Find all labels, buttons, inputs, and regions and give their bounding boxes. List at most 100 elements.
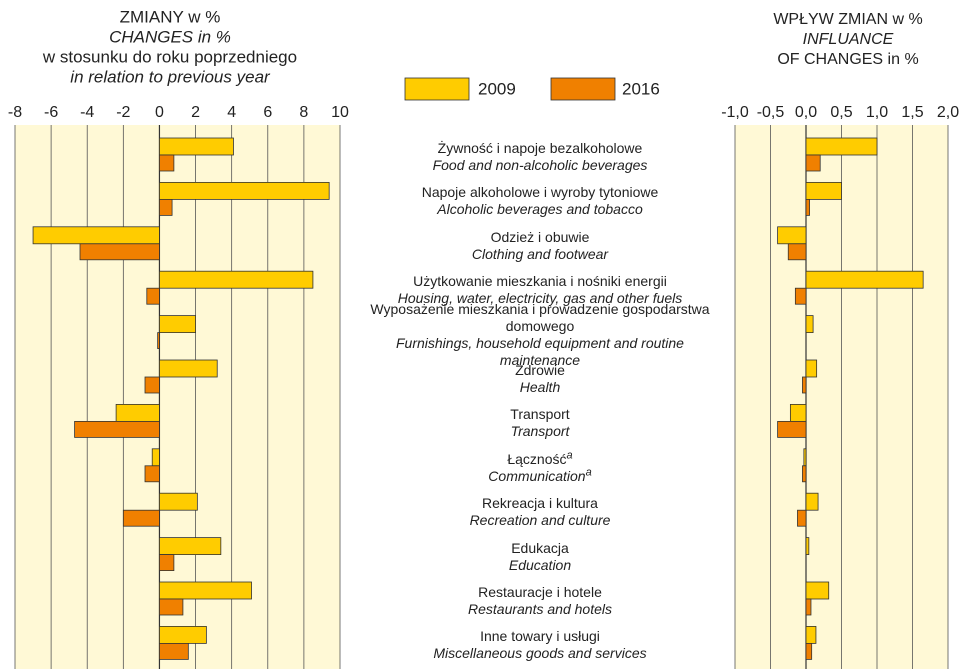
category-label: Wyposażenie mieszkania i prowadzenie gos… (355, 301, 725, 369)
category-pl-text: Transport (510, 406, 570, 423)
category-pl-text: Odzież i obuwie (490, 228, 590, 245)
bar (805, 359, 818, 378)
x-tick-label: 2,0 (937, 104, 959, 121)
category-en-text: Housing, water, electricity, gas and oth… (397, 290, 683, 307)
category-label: Zdrowie Health (355, 362, 725, 396)
bar (805, 643, 813, 660)
category-en-text: Miscellaneous goods and services (433, 645, 647, 662)
bar (805, 270, 924, 289)
category-label: Łącznośća Communicationa (355, 450, 725, 485)
category-en: Alcoholic beverages and tobacco (355, 201, 725, 218)
x-tick-label: 2 (191, 104, 200, 121)
category-en-text: Transport (510, 423, 570, 440)
x-tick-label: 6 (263, 104, 272, 121)
bar (789, 403, 807, 422)
category-en-text: Alcoholic beverages and tobacco (437, 201, 643, 218)
bar (159, 315, 196, 334)
category-label: Napoje alkoholowe i wyroby tytoniowe Alco… (355, 184, 725, 218)
x-tick-label: 10 (331, 104, 349, 121)
bar (805, 154, 821, 172)
category-pl: Edukacja (355, 540, 725, 557)
category-label: Edukacja Education (355, 540, 725, 574)
chart-title: w stosunku do roku poprzedniego (42, 47, 297, 66)
bar (144, 465, 160, 483)
bar (74, 420, 160, 438)
category-label: Restauracje i hotele Restaurants and hote… (355, 584, 725, 618)
category-en: Education (355, 557, 725, 574)
bar (159, 270, 314, 289)
bar (777, 420, 807, 438)
bar (32, 226, 160, 245)
bar (777, 226, 807, 245)
category-en-text: Food and non-alcoholic beverages (432, 157, 648, 173)
category-pl: Użytkowanie mieszkania i nośniki energii (355, 273, 725, 290)
x-tick-label: -0,5 (757, 104, 785, 121)
category-en: Communicationa (355, 466, 725, 485)
bar (159, 492, 198, 511)
category-en-text: Health (519, 379, 561, 395)
bar (794, 287, 807, 305)
category-pl-text: Żywność i napoje bezalkoholowe (437, 140, 643, 156)
bar (159, 537, 222, 555)
chart-title: INFLUANCE (803, 31, 894, 48)
bar (157, 332, 160, 350)
x-tick-label: 1,0 (866, 104, 888, 121)
category-pl-text: Inne towary i usługi (480, 628, 600, 645)
bar (79, 243, 160, 261)
bar (159, 581, 252, 600)
bar (805, 315, 814, 334)
legend-label: 2009 (478, 79, 516, 98)
chart-title: OF CHANGES in % (777, 51, 918, 68)
chart-title: in relation to previous year (70, 67, 271, 86)
category-pl-text: Napoje alkoholowe i wyroby tytoniowe (421, 184, 659, 201)
bar (805, 598, 812, 616)
bar (797, 509, 807, 527)
category-label: Rekreacja i kultura Recreation and cultur… (355, 495, 725, 529)
chart-title: CHANGES in % (109, 27, 231, 46)
bar (805, 492, 819, 511)
x-tick-label: -2 (116, 104, 130, 121)
bar (144, 376, 160, 394)
legend-swatch (404, 77, 470, 101)
category-pl: Restauracje i hotele (355, 584, 725, 601)
chart-title: ZMIANY w % (120, 7, 221, 26)
category-en: Transport (355, 423, 725, 440)
category-en-text: Furnishings, household equipment and rou… (396, 334, 684, 368)
category-label: Inne towary i usługi Miscellaneous goods … (355, 628, 725, 662)
category-en: Furnishings, household equipment and rou… (355, 335, 725, 369)
bar (805, 626, 817, 644)
footnote-mark: a (585, 466, 592, 479)
category-pl-text: Edukacja (511, 539, 569, 556)
category-pl-text: Łączność (507, 450, 567, 467)
bar (805, 181, 842, 200)
category-en-text: Education (508, 556, 572, 573)
category-en-text: Recreation and culture (469, 512, 611, 529)
category-en: Housing, water, electricity, gas and oth… (355, 290, 725, 307)
bar (159, 598, 184, 616)
bar (146, 287, 160, 305)
legend-label: 2016 (622, 79, 660, 98)
category-en-text: Clothing and footwear (471, 245, 609, 262)
bar (802, 376, 807, 394)
category-en: Health (355, 379, 725, 396)
category-pl: Łącznośća (355, 450, 725, 468)
bar (805, 137, 878, 156)
category-pl: Zdrowie (355, 362, 725, 379)
bar (787, 243, 807, 261)
x-tick-label: -1,0 (721, 104, 749, 121)
category-pl-text: Restauracje i hotele (478, 584, 602, 600)
bar (159, 643, 189, 660)
x-tick-label: 8 (299, 104, 308, 121)
category-label: Odzież i obuwie Clothing and footwear (355, 229, 725, 263)
category-en-text: Communication (488, 467, 586, 484)
plot-area (15, 125, 340, 669)
chart-title: WPŁYW ZMIAN w % (773, 11, 922, 28)
category-pl: Transport (355, 406, 725, 423)
category-pl-text: Rekreacja i kultura (482, 495, 598, 512)
category-en: Food and non-alcoholic beverages (355, 157, 725, 174)
category-pl-text: Użytkowanie mieszkania i nośniki energii (413, 273, 667, 290)
x-tick-label: -6 (44, 104, 58, 121)
category-label: Żywność i napoje bezalkoholowe Food and n… (355, 140, 725, 174)
bar (159, 154, 175, 172)
